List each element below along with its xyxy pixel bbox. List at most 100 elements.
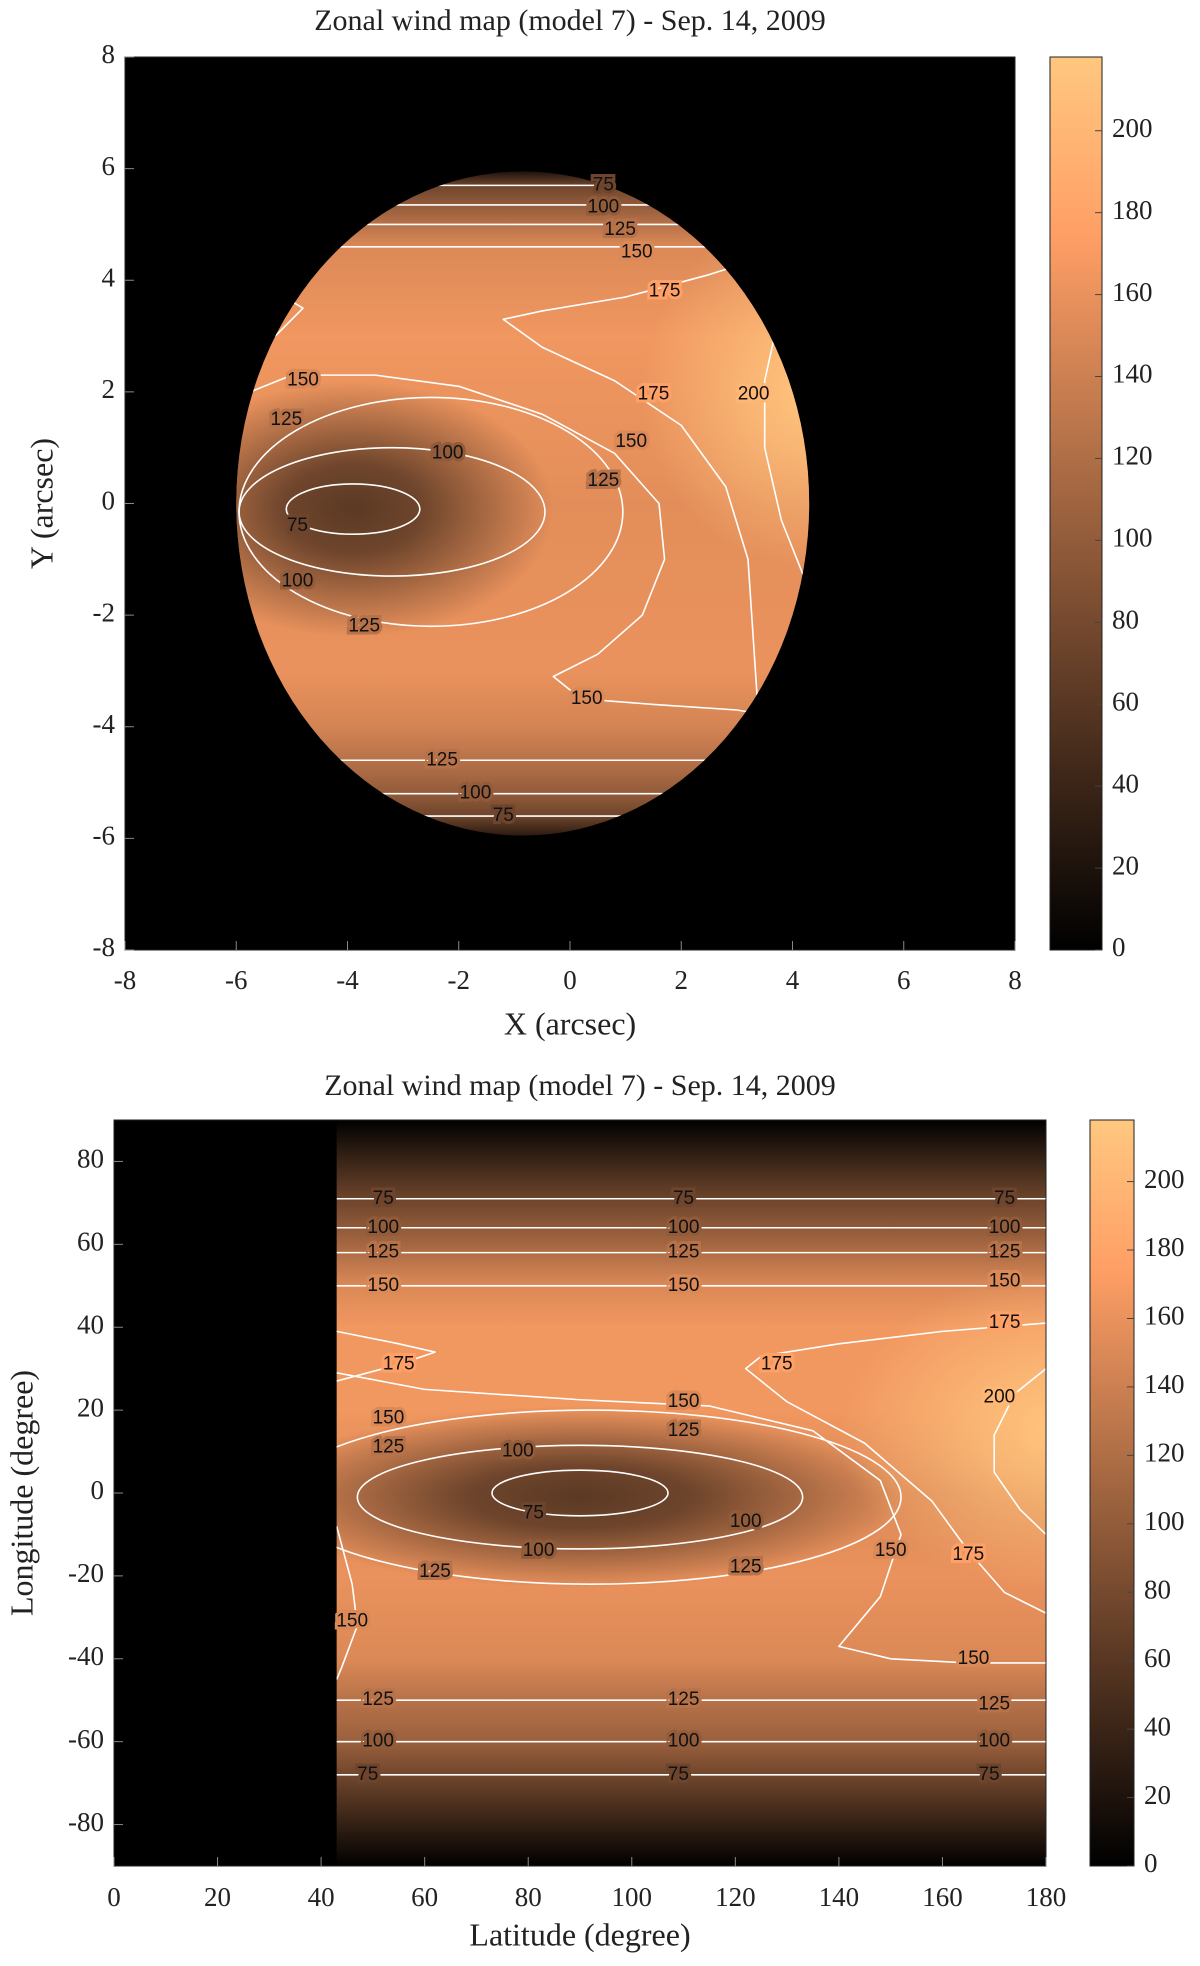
x-tick-label: -8 [114, 965, 137, 995]
contour-label: 125 [588, 470, 620, 491]
contour-label: 125 [270, 409, 302, 430]
chart-title: Zonal wind map (model 7) - Sep. 14, 2009 [324, 1069, 836, 1102]
colorbar-tick-label: 0 [1112, 932, 1126, 962]
y-tick-label: 8 [102, 39, 116, 69]
contour-line [336, 1409, 902, 1585]
contour-label: 100 [668, 1217, 700, 1238]
x-tick-label: 0 [563, 965, 577, 995]
contour-label: 75 [287, 515, 308, 536]
contour-line [502, 254, 771, 727]
contour-label: 175 [383, 1354, 415, 1375]
x-tick-label: 100 [612, 1882, 653, 1912]
contour-label: 200 [984, 1387, 1016, 1408]
y-tick-label: 80 [77, 1144, 104, 1174]
contour-label: 125 [730, 1557, 762, 1578]
contour-label: 100 [460, 783, 492, 804]
contour-label: 175 [952, 1544, 984, 1565]
y-tick-label: -2 [93, 597, 116, 627]
contour-label: 125 [989, 1242, 1021, 1263]
y-tick-label: 60 [77, 1227, 104, 1257]
x-tick-label: 2 [675, 965, 689, 995]
y-tick-label: -8 [93, 932, 116, 962]
x-tick-label: 60 [411, 1882, 438, 1912]
contour-label: 125 [668, 1420, 700, 1441]
x-tick-label: 20 [204, 1882, 231, 1912]
colorbar-tick-label: 40 [1144, 1711, 1171, 1741]
contour-label: 125 [426, 749, 458, 770]
contour-label: 75 [493, 805, 514, 826]
x-tick-label: 80 [515, 1882, 542, 1912]
field-minimum [236, 380, 554, 638]
contour-label: 125 [373, 1436, 405, 1457]
colorbar-tick-label: 120 [1144, 1438, 1185, 1468]
y-tick-label: 2 [102, 374, 116, 404]
contour-label: 125 [668, 1689, 700, 1710]
colorbar-tick-label: 200 [1144, 1164, 1185, 1194]
x-tick-label: 4 [786, 965, 800, 995]
field [336, 1120, 1046, 1866]
contour-label: 75 [673, 1188, 694, 1209]
contour-label: 100 [432, 442, 464, 463]
contour-label: 175 [761, 1354, 793, 1375]
y-tick-label: -6 [93, 821, 116, 851]
colorbar-tick-label: 60 [1112, 686, 1139, 716]
x-tick-label: -4 [336, 965, 359, 995]
contour-label: 150 [367, 1275, 399, 1296]
contour-label: 150 [989, 1271, 1021, 1292]
contour-label: 100 [523, 1540, 555, 1561]
colorbar-tick-label: 200 [1112, 113, 1153, 143]
contour-label: 100 [730, 1511, 762, 1532]
colorbar-tick-label: 100 [1144, 1506, 1185, 1536]
x-axis-label: X (arcsec) [504, 1005, 636, 1041]
contour-label: 125 [362, 1689, 394, 1710]
y-tick-label: 4 [102, 262, 116, 292]
y-tick-label: -20 [68, 1558, 104, 1588]
contour-label: 75 [668, 1764, 689, 1785]
colorbar-tick-label: 0 [1144, 1848, 1158, 1878]
y-tick-label: 0 [91, 1475, 105, 1505]
field-maximum [642, 213, 810, 571]
contour-label: 100 [978, 1731, 1010, 1752]
x-axis-label: Latitude (degree) [469, 1916, 690, 1952]
contour-label: 175 [638, 384, 670, 405]
x-tick-label: 120 [715, 1882, 756, 1912]
colorbar-tick-label: 20 [1112, 850, 1139, 880]
y-axis-label: Longitude (degree) [3, 1370, 39, 1616]
contour-label: 100 [668, 1731, 700, 1752]
x-tick-label: 140 [819, 1882, 860, 1912]
colorbar-tick-label: 140 [1144, 1369, 1185, 1399]
y-tick-label: 6 [102, 151, 116, 181]
contour-label: 125 [419, 1561, 451, 1582]
contour-label: 75 [593, 174, 614, 195]
contour-label: 125 [367, 1242, 399, 1263]
contour-label: 100 [367, 1217, 399, 1238]
y-tick-label: -80 [68, 1807, 104, 1837]
contour-label: 150 [875, 1540, 907, 1561]
colorbar-tick-label: 20 [1144, 1780, 1171, 1810]
contour-label: 175 [989, 1312, 1021, 1333]
contour-label: 75 [978, 1764, 999, 1785]
colorbar [1089, 1119, 1135, 1867]
contour-label: 100 [588, 197, 620, 218]
contour-label: 100 [362, 1731, 394, 1752]
colorbar-tick-label: 100 [1112, 523, 1153, 553]
x-tick-label: -6 [225, 965, 248, 995]
contour-line [336, 1330, 436, 1382]
contour-label: 125 [978, 1693, 1010, 1714]
contour-line [236, 374, 771, 717]
contour-label: 75 [523, 1503, 544, 1524]
colorbar-tick-label: 80 [1112, 604, 1139, 634]
contour-label: 75 [373, 1188, 394, 1209]
x-tick-label: 180 [1026, 1882, 1067, 1912]
colorbar [1049, 56, 1103, 951]
contour-label: 150 [336, 1610, 368, 1631]
x-tick-label: 0 [107, 1882, 121, 1912]
colorbar-tick-label: 160 [1144, 1301, 1185, 1331]
contour-line [763, 330, 805, 577]
contour-line [336, 1372, 1046, 1664]
colorbar-tick-label: 160 [1112, 277, 1153, 307]
contour-label: 75 [357, 1764, 378, 1785]
contour-label: 175 [649, 280, 681, 301]
